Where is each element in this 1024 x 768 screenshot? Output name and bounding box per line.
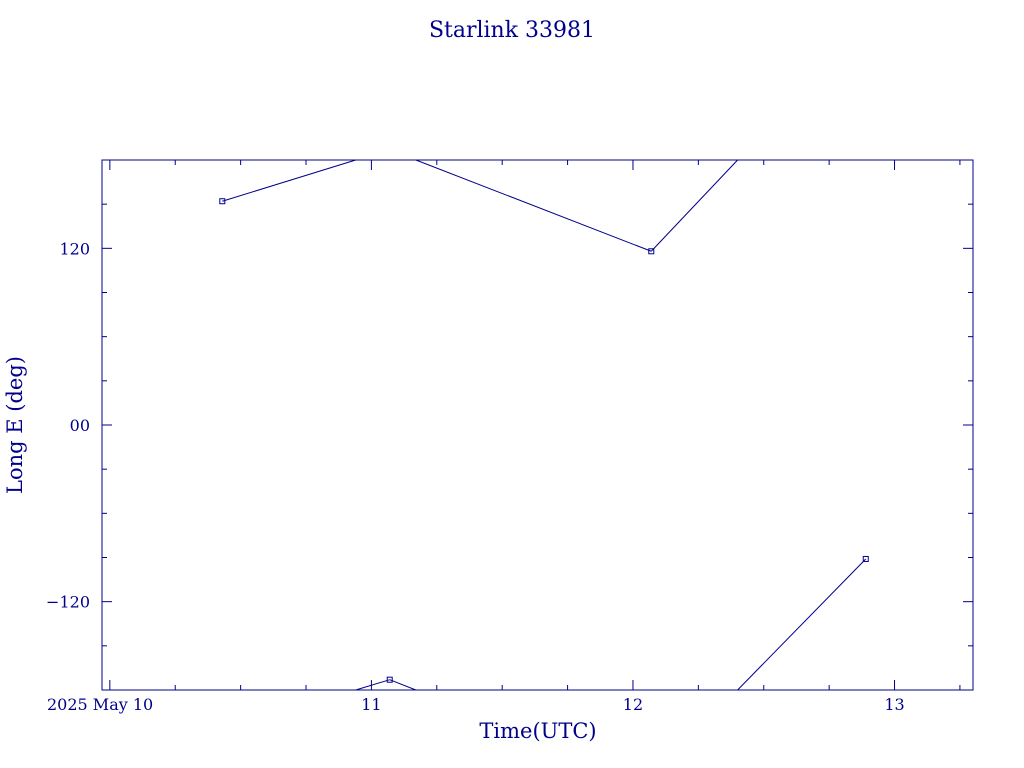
x-tick-label: 13: [884, 695, 904, 714]
x-tick-label: 12: [623, 695, 643, 714]
series-line-segment: [415, 159, 652, 252]
y-axis-ticks: 120 00 −120: [46, 203, 973, 647]
data-point: [386, 676, 393, 683]
series-layer: [219, 159, 869, 691]
y-tick-label: 120: [59, 239, 90, 258]
y-tick-label: −120: [46, 593, 90, 612]
series-line-segment: [355, 679, 390, 691]
data-point: [648, 248, 655, 255]
series-line-segment: [650, 159, 738, 252]
x-tick-label: 2025 May 10: [47, 695, 153, 714]
y-axis-label: Long E (deg): [3, 356, 27, 494]
series-line-segment: [737, 558, 867, 691]
x-axis-ticks: 2025 May 10 11 12 13: [47, 160, 961, 714]
series-line-segment: [222, 159, 356, 202]
chart-title: Starlink 33981: [429, 18, 595, 43]
x-tick-label: 11: [361, 695, 381, 714]
series-line-segment: [389, 679, 417, 691]
y-tick-label: 00: [70, 416, 90, 435]
data-point: [862, 555, 869, 562]
data-point: [219, 198, 226, 205]
x-axis-label: Time(UTC): [479, 719, 596, 743]
plot-frame: [101, 159, 974, 691]
